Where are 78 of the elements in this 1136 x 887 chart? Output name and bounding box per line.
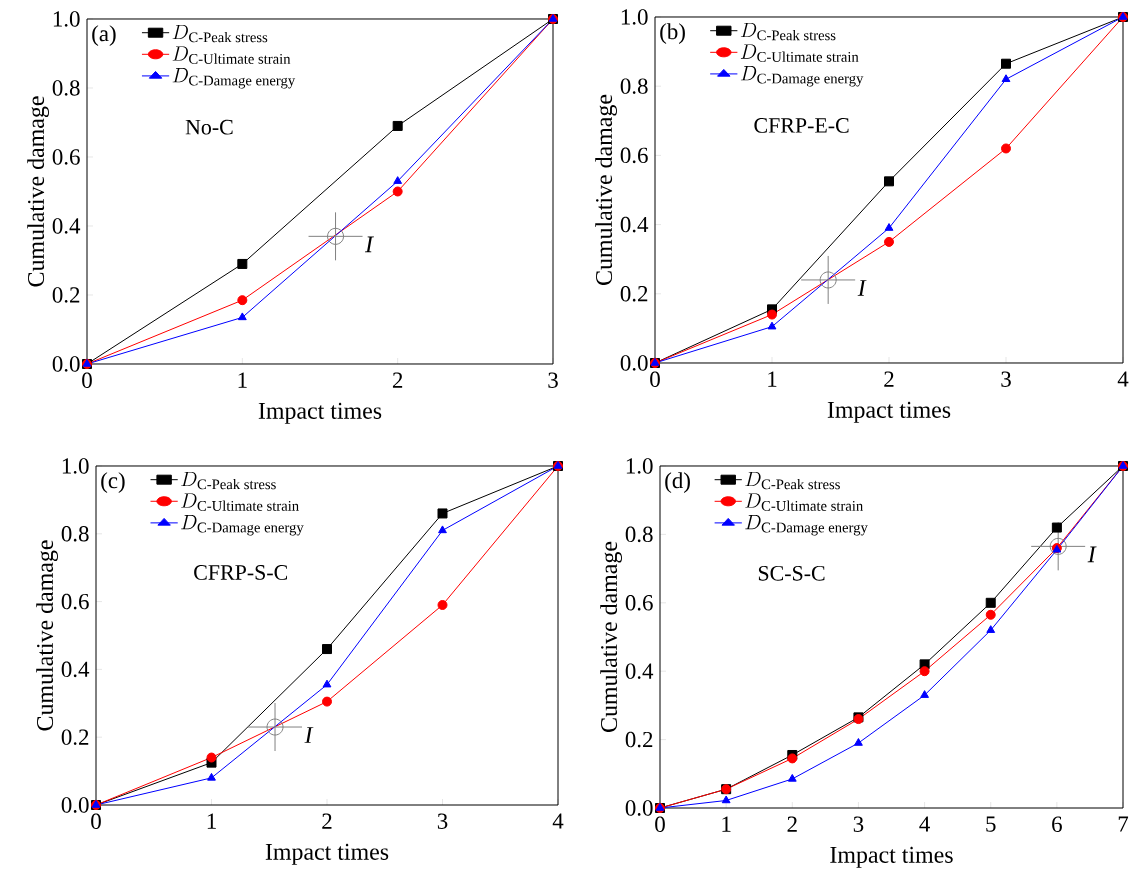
x-tick-label: 5 — [986, 816, 996, 832]
y-tick-label: 0.6 — [61, 593, 89, 610]
x-tick-label: 7 — [1118, 816, 1129, 832]
y-tick-label: 0.2 — [61, 729, 89, 745]
annotation: CFRP-S-C — [194, 565, 288, 580]
y-axis-title: Cumulative damage — [595, 94, 617, 285]
y-tick-label: 0.6 — [625, 595, 653, 611]
x-tick-label: 2 — [884, 371, 894, 387]
annotation: SC-S-C — [758, 565, 825, 581]
y-tick-label: 0.0 — [61, 797, 89, 813]
x-tick-label: 0 — [91, 813, 101, 829]
y-tick-label: 0.2 — [620, 286, 648, 302]
x-tick-label: 3 — [853, 816, 864, 832]
annotation: I — [1087, 546, 1097, 563]
y-tick-label: 0.0 — [52, 356, 80, 372]
annotation: No-C — [185, 119, 233, 135]
legend-label: $D_{\text{C-Ultimate strain}}$ — [740, 44, 859, 62]
legend-label: $D_{\text{C-Damage energy}}$ — [172, 68, 296, 89]
y-tick-label: 0.2 — [52, 287, 80, 303]
y-tick-label: 0.0 — [625, 800, 653, 816]
legend-label: $D_{\text{C-Ultimate strain}}$ — [181, 493, 299, 511]
annotation: I — [857, 280, 867, 296]
x-tick-label: 4 — [919, 816, 930, 832]
legend-label: $D_{\text{C-Ultimate strain}}$ — [745, 493, 863, 511]
y-tick-label: 1.0 — [53, 11, 80, 27]
x-tick-label: 3 — [548, 372, 558, 388]
y-tick-label: 0.4 — [52, 218, 81, 234]
annotation: I — [304, 727, 314, 743]
legend-label: $D_{\text{C-Peak stress}}$ — [181, 471, 276, 490]
y-tick-label: 0.4 — [625, 663, 654, 679]
x-axis-title: Impact times — [830, 846, 953, 868]
legend-label: $D_{\text{C-Ultimate strain}}$ — [172, 46, 291, 64]
y-tick-label: 0.4 — [61, 661, 90, 678]
x-tick-label: 0 — [82, 372, 92, 388]
annotation: (d) — [665, 472, 690, 493]
y-axis-title: Cumulative damage — [27, 96, 49, 287]
x-tick-label: 3 — [1001, 371, 1011, 387]
annotation: CFRP-E-C — [754, 118, 849, 133]
y-tick-label: 0.8 — [620, 78, 648, 94]
y-tick-label: 0.8 — [52, 80, 80, 96]
y-tick-label: 0.8 — [61, 526, 89, 542]
x-tick-label: 6 — [1052, 816, 1062, 832]
legend-label: $D_{\text{C-Damage energy}}$ — [745, 515, 868, 536]
x-tick-label: 4 — [552, 813, 564, 829]
x-tick-label: 0 — [655, 816, 665, 832]
x-tick-label: 2 — [787, 816, 797, 832]
x-tick-label: 1 — [207, 813, 216, 829]
y-tick-label: 0.8 — [625, 526, 653, 543]
legend-label: $D_{\text{C-Peak stress}}$ — [172, 24, 268, 43]
legend-label: $D_{\text{C-Damage energy}}$ — [181, 515, 304, 536]
legend-label: $D_{\text{C-Damage energy}}$ — [740, 66, 864, 87]
y-tick-label: 0.6 — [52, 149, 80, 165]
annotation: I — [364, 236, 374, 253]
x-tick-label: 1 — [768, 371, 777, 387]
legend-label: $D_{\text{C-Peak stress}}$ — [740, 22, 836, 41]
x-tick-label: 1 — [238, 372, 247, 388]
annotation: (c) — [101, 472, 125, 493]
annotation: (b) — [660, 23, 685, 44]
x-tick-label: 2 — [322, 813, 332, 829]
y-axis-title: Cumulative damage — [600, 541, 622, 732]
x-axis-title: Impact times — [265, 843, 389, 865]
y-tick-label: 0.6 — [620, 147, 648, 164]
x-axis-title: Impact times — [258, 402, 382, 424]
x-tick-label: 3 — [437, 813, 448, 829]
x-tick-label: 0 — [650, 371, 660, 387]
y-tick-label: 0.0 — [620, 355, 648, 371]
x-tick-label: 2 — [392, 372, 403, 388]
y-tick-label: 0.4 — [620, 216, 649, 233]
annotation: (a) — [92, 25, 116, 46]
y-tick-label: 1.0 — [62, 458, 89, 474]
y-tick-label: 0.2 — [625, 731, 653, 748]
y-axis-title: Cumulative damage — [36, 540, 58, 731]
y-tick-label: 1.0 — [626, 458, 653, 474]
x-axis-title: Impact times — [827, 401, 951, 423]
y-tick-label: 1.0 — [621, 9, 648, 25]
x-tick-label: 1 — [722, 816, 731, 832]
x-tick-label: 4 — [1117, 371, 1129, 387]
legend-label: $D_{\text{C-Peak stress}}$ — [745, 471, 840, 490]
